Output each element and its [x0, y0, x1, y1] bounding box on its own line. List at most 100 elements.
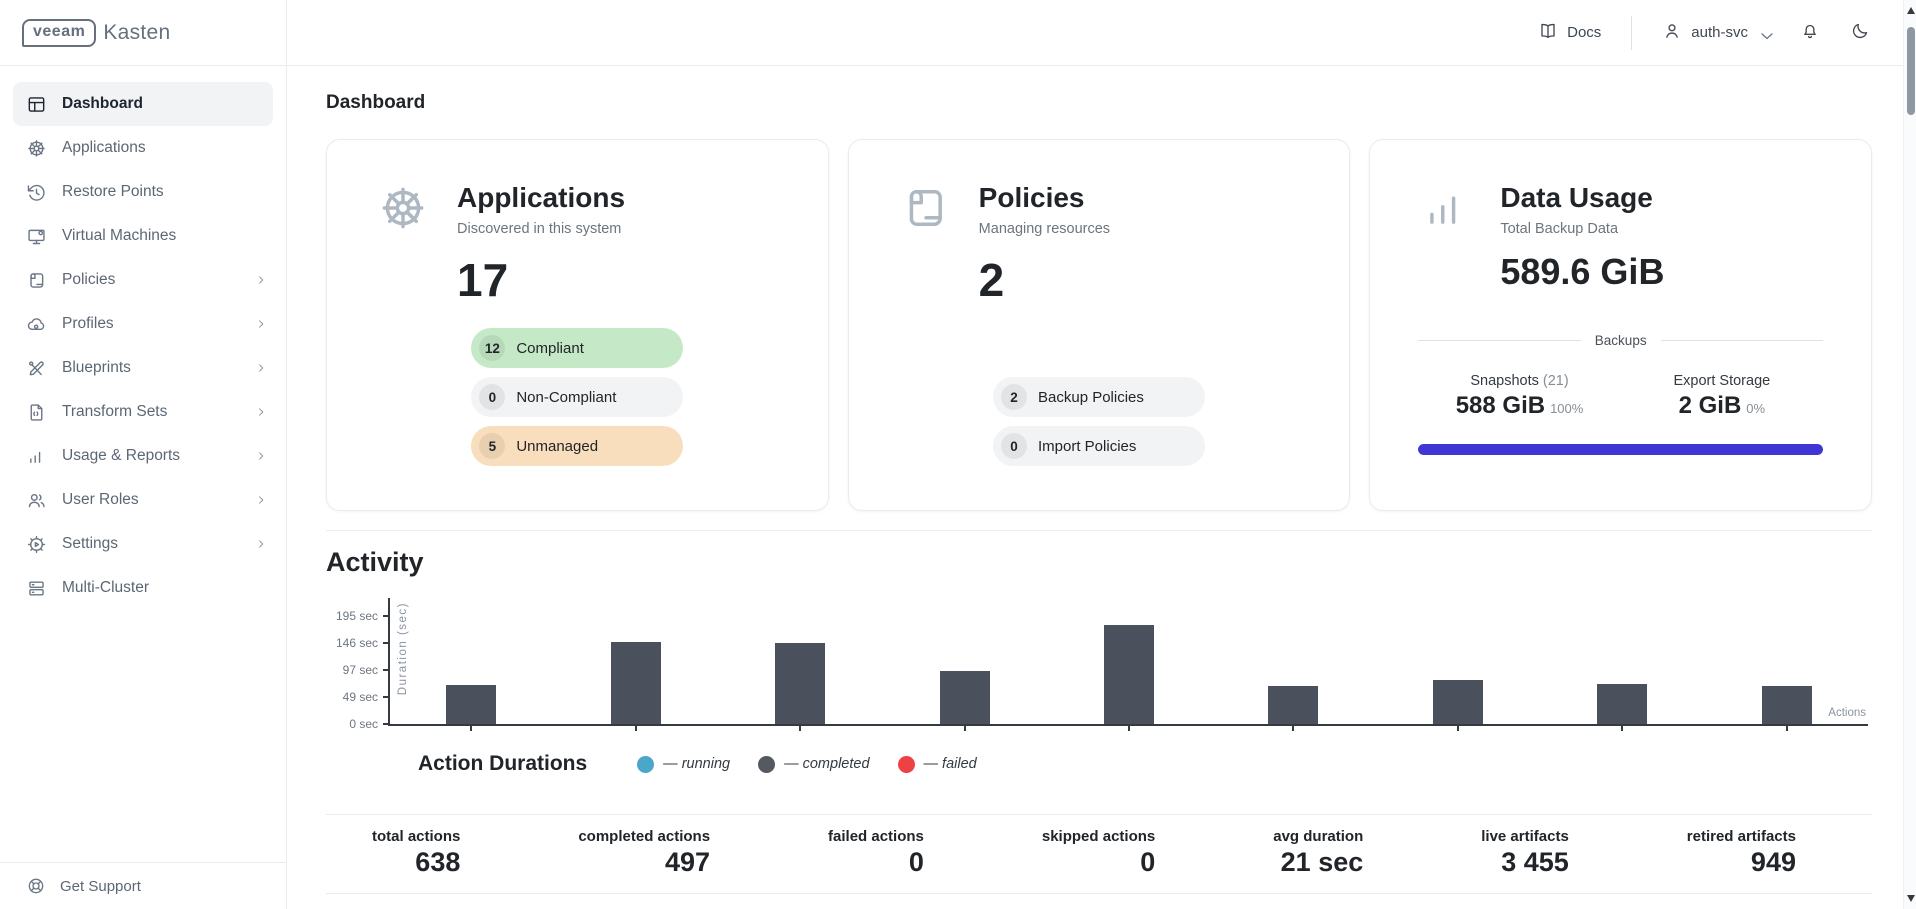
y-tick-label: 195 sec	[335, 609, 378, 623]
data-usage-card[interactable]: Data Usage Total Backup Data 589.6 GiB B…	[1369, 139, 1873, 511]
sidebar-item-multi-cluster[interactable]: Multi-Cluster	[0, 566, 286, 610]
export-storage-column: Export Storage 2 GiB 0%	[1621, 373, 1823, 420]
stat-skipped-actions: skipped actions 0	[1042, 828, 1155, 878]
chevron-right-icon	[254, 405, 268, 419]
stat-label: live artifacts	[1481, 828, 1569, 845]
y-tick-label: 146 sec	[335, 636, 378, 651]
backup-usage-progress-fill	[1418, 444, 1824, 456]
chart-bar-5	[1104, 625, 1154, 724]
sidebar-item-label: Profiles	[62, 315, 114, 332]
backups-breakdown: Snapshots (21) 588 GiB 100% Export Storag…	[1418, 373, 1823, 420]
sidebar-item-profiles[interactable]: Profiles	[0, 302, 286, 346]
legend-item-label: — completed	[784, 756, 870, 772]
pill-label: Backup Policies	[1038, 388, 1144, 406]
backups-divider-label: Backups	[1594, 333, 1647, 349]
sidebar-item-label: Dashboard	[62, 95, 143, 112]
pill-import-policies[interactable]: 0 Import Policies	[993, 426, 1205, 466]
pill-backup-policies[interactable]: 2 Backup Policies	[993, 377, 1205, 417]
applications-icon	[26, 138, 47, 159]
usage-icon	[26, 446, 47, 467]
stat-value: 638	[415, 847, 461, 877]
chart-legend-items: — running — completed — failed	[637, 755, 977, 773]
applications-pills: 12 Compliant 0 Non-Compliant 5 Unmanaged	[471, 328, 684, 466]
export-storage-percent: 0%	[1746, 401, 1766, 417]
scrollbar-up-arrow-icon[interactable]	[1906, 7, 1915, 14]
sidebar-item-user-roles[interactable]: User Roles	[0, 478, 286, 522]
stat-value: 21 sec	[1280, 847, 1364, 877]
pill-compliant[interactable]: 12 Compliant	[471, 328, 684, 368]
get-support-button[interactable]: Get Support	[0, 862, 286, 909]
x-tick-mark	[634, 725, 637, 731]
applications-card[interactable]: Applications Discovered in this system 1…	[326, 139, 829, 511]
sidebar-item-dashboard[interactable]: Dashboard	[13, 82, 273, 126]
users-icon	[26, 490, 47, 511]
chart-bar-7	[1432, 680, 1483, 724]
pill-count: 5	[479, 433, 506, 459]
x-tick-mark	[1456, 725, 1459, 731]
page-scrollbar[interactable]	[1903, 0, 1916, 909]
sidebar: veeam Kasten Dashboard Applications Restor…	[0, 0, 287, 909]
user-menu[interactable]: auth-svc	[1662, 21, 1773, 45]
pill-label: Compliant	[516, 339, 584, 357]
user-icon	[1662, 21, 1682, 45]
sidebar-item-label: Usage & Reports	[62, 447, 181, 464]
legend-item-failed: — failed	[897, 755, 977, 773]
activity-title: Activity	[326, 547, 424, 577]
scrollbar-down-arrow-icon[interactable]	[1906, 895, 1915, 902]
transform-icon	[26, 402, 47, 423]
legend-item-label: — failed	[923, 756, 977, 772]
sidebar-item-settings[interactable]: Settings	[0, 522, 286, 566]
legend-item-label: — running	[663, 756, 731, 772]
stat-label: skipped actions	[1041, 828, 1156, 845]
export-storage-value: 2 GiB	[1678, 392, 1742, 420]
x-tick-mark	[1621, 725, 1624, 731]
sidebar-item-restore-points[interactable]: Restore Points	[0, 170, 286, 214]
x-tick-mark	[1292, 725, 1295, 731]
dark-mode-toggle[interactable]	[1850, 21, 1870, 45]
chart-bar-6	[1268, 685, 1319, 724]
sidebar-item-usage-reports[interactable]: Usage & Reports	[0, 434, 286, 478]
pill-label: Import Policies	[1038, 437, 1137, 455]
chart-bar-8	[1597, 684, 1648, 724]
docs-button[interactable]: Docs	[1538, 21, 1601, 45]
chevron-right-icon	[254, 537, 268, 551]
sidebar-item-label: Applications	[62, 139, 146, 156]
dashboard-content: Dashboard Applications Discovered in thi…	[287, 66, 1916, 909]
sidebar-item-applications[interactable]: Applications	[0, 126, 286, 170]
chevron-right-icon	[254, 273, 268, 287]
scrollbar-thumb[interactable]	[1906, 27, 1915, 115]
completed-dot-icon	[758, 755, 776, 773]
header-divider	[1631, 15, 1633, 50]
data-usage-card-title: Data Usage	[1500, 182, 1653, 213]
snapshots-value: 588 GiB	[1455, 392, 1546, 420]
snapshots-column: Snapshots (21) 588 GiB 100%	[1418, 373, 1620, 420]
sidebar-item-virtual-machines[interactable]: Virtual Machines	[0, 214, 286, 258]
stat-value: 3 455	[1501, 847, 1569, 877]
policies-card-title: Policies	[978, 182, 1085, 213]
sidebar-item-policies[interactable]: Policies	[0, 258, 286, 302]
sidebar-item-blueprints[interactable]: Blueprints	[0, 346, 286, 390]
sidebar-item-transform-sets[interactable]: Transform Sets	[0, 390, 286, 434]
stat-value: 949	[1750, 847, 1796, 877]
pill-unmanaged[interactable]: 5 Unmanaged	[471, 426, 684, 466]
policies-card[interactable]: Policies Managing resources 2 2 Backup Po…	[847, 139, 1351, 511]
stat-avg-duration: avg duration 21 sec	[1273, 828, 1363, 878]
chevron-right-icon	[254, 493, 268, 507]
y-tick-label: 0 sec	[349, 717, 378, 731]
chart-bar-3	[775, 642, 826, 724]
sidebar-item-label: Multi-Cluster	[62, 579, 149, 596]
activity-section-divider	[326, 530, 1872, 531]
stat-label: avg duration	[1273, 828, 1364, 845]
pill-non-compliant[interactable]: 0 Non-Compliant	[471, 377, 684, 417]
user-name: auth-svc	[1691, 24, 1748, 41]
y-tick-mark	[383, 615, 390, 617]
backup-usage-progressbar	[1418, 444, 1824, 456]
sidebar-item-label: User Roles	[62, 491, 139, 508]
chart-bar-2	[610, 642, 661, 724]
notifications-button[interactable]	[1800, 21, 1820, 45]
book-icon	[1538, 21, 1558, 45]
settings-icon	[26, 534, 47, 555]
page-title: Dashboard	[326, 92, 426, 113]
chart-bar-1	[446, 685, 497, 724]
x-tick-mark	[1785, 725, 1788, 731]
